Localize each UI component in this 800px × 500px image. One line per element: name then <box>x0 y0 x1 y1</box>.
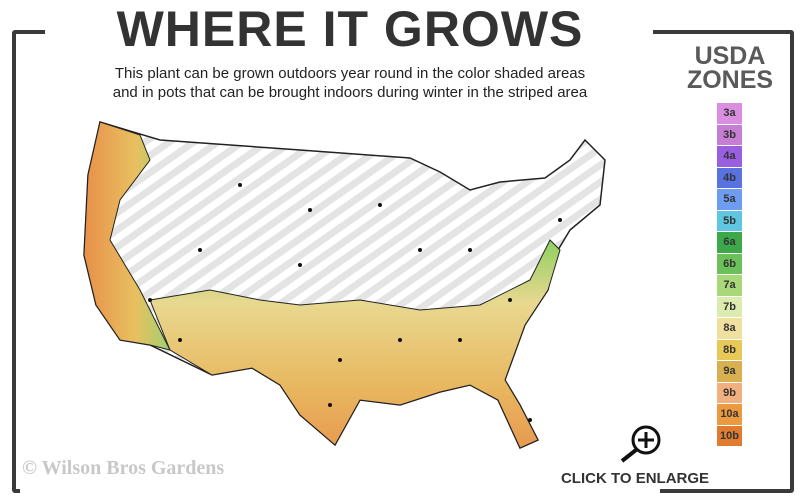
page-title: WHERE IT GROWS <box>116 1 584 57</box>
subtitle-line-2: and in pots that can be brought indoors … <box>112 84 588 101</box>
legend-zone-9b: 9b <box>717 382 742 403</box>
city-dots <box>148 183 562 422</box>
legend-zone-9a: 9a <box>717 361 742 382</box>
legend-zone-10a: 10a <box>717 404 742 425</box>
legend-zone-3b: 3b <box>717 124 742 145</box>
legend-zone-5a: 5a <box>717 189 742 210</box>
legend-zone-3a: 3a <box>717 103 742 124</box>
legend-zone-8b: 8b <box>717 339 742 360</box>
legend-zone-7b: 7b <box>717 296 742 317</box>
zoom-in-magnifier-icon[interactable] <box>620 425 661 463</box>
legend-zone-6a: 6a <box>717 232 742 253</box>
zone-legend: 3a 3b 4a 4b 5a 5b 6a 6b 7a 7b 8a 8b 9a 9b 10a 10b <box>717 103 742 447</box>
legend-title-usda: USDA <box>694 42 766 70</box>
legend-zone-4b: 4b <box>717 167 742 188</box>
legend-zone-7a: 7a <box>717 275 742 296</box>
click-to-enlarge-button[interactable]: CLICK TO ENLARGE <box>560 470 710 487</box>
legend-zone-5b: 5b <box>717 210 742 231</box>
west-coast-zones <box>83 121 171 351</box>
legend-zone-10b: 10b <box>717 425 742 446</box>
legend-zone-6b: 6b <box>717 253 742 274</box>
southern-zones <box>149 239 561 449</box>
subtitle: This plant can be grown outdoors year ro… <box>50 64 650 102</box>
copyright-watermark: © Wilson Bros Gardens <box>22 457 225 479</box>
legend-zone-8a: 8a <box>717 318 742 339</box>
legend-title: USDA ZONES <box>680 42 780 94</box>
subtitle-line-1: This plant can be grown outdoors year ro… <box>114 65 586 82</box>
legend-zone-4a: 4a <box>717 146 742 167</box>
legend-title-zones: ZONES <box>686 66 774 94</box>
